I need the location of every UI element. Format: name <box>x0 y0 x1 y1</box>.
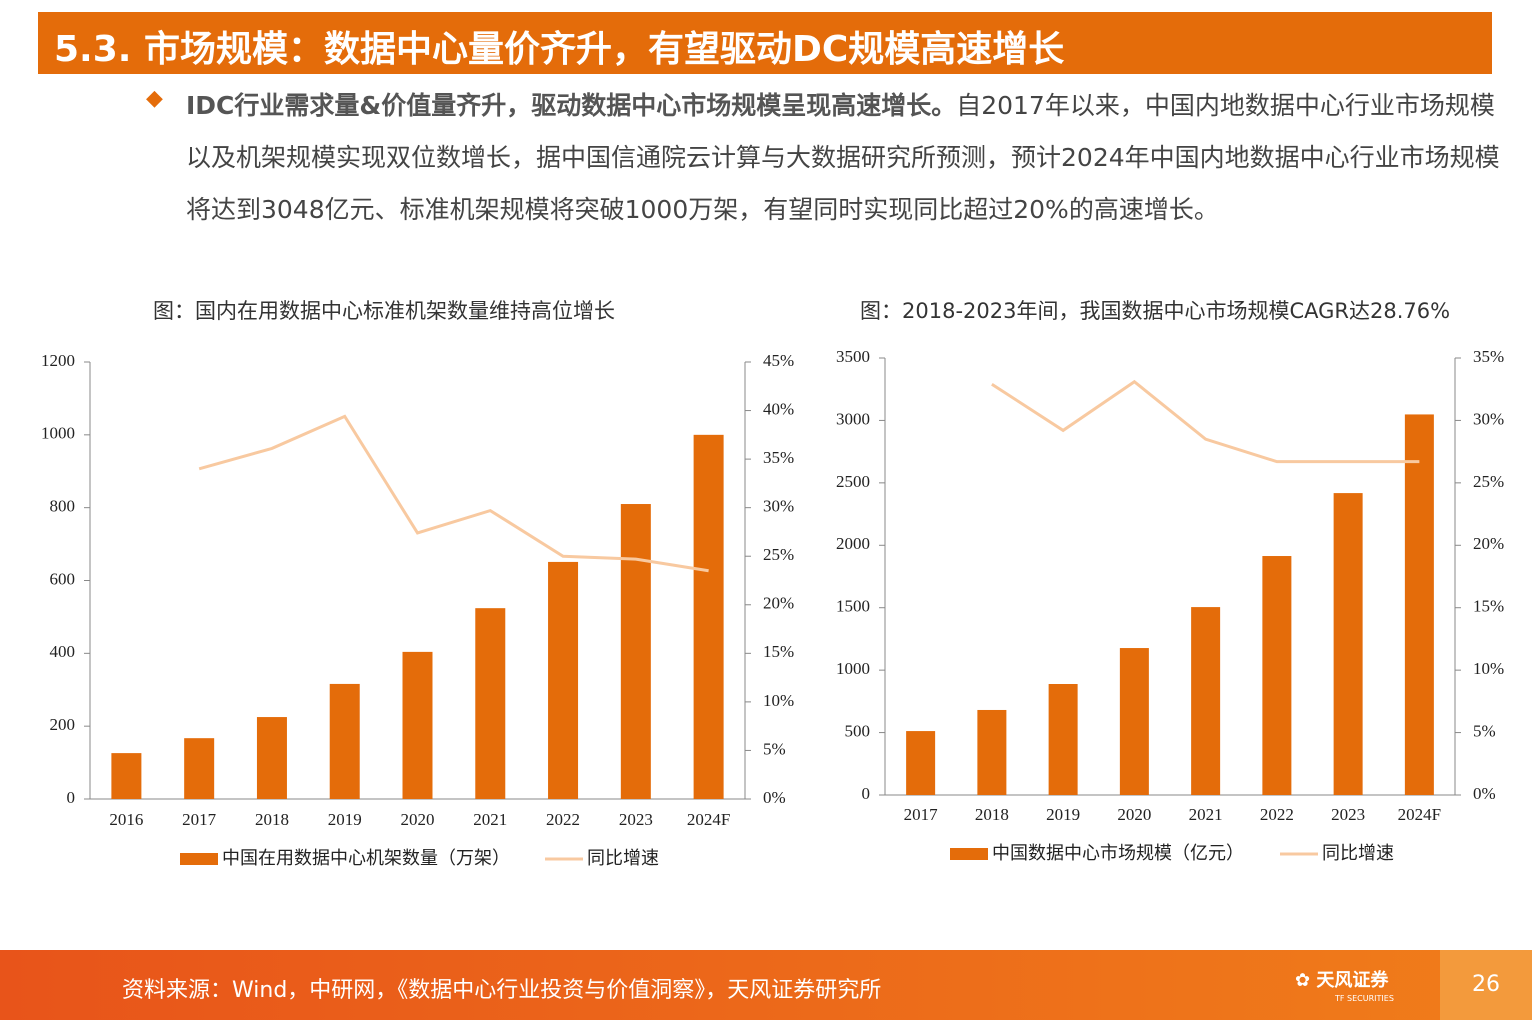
y2-tick-label: 40% <box>763 399 794 418</box>
y2-tick-label: 5% <box>1473 721 1496 740</box>
x-tick-label: 2023 <box>619 810 653 829</box>
y-tick-label: 3500 <box>836 347 870 366</box>
y-tick-label: 400 <box>50 642 76 661</box>
y-tick-label: 1200 <box>41 351 75 370</box>
y2-tick-label: 10% <box>763 691 794 710</box>
y-tick-label: 2000 <box>836 534 870 553</box>
bar <box>1119 648 1149 795</box>
y2-tick-label: 45% <box>763 351 794 370</box>
x-tick-label: 2024F <box>687 810 730 829</box>
y2-tick-label: 5% <box>763 739 786 758</box>
x-tick-label: 2021 <box>1189 805 1223 824</box>
y2-tick-label: 30% <box>1473 409 1504 428</box>
chart-caption: 图：2018-2023年间，我国数据中心市场规模CAGR达28.76% <box>860 299 1451 323</box>
y2-tick-label: 25% <box>1473 472 1504 491</box>
legend-label: 同比增速 <box>1322 843 1394 864</box>
x-tick-label: 2021 <box>473 810 507 829</box>
y-tick-label: 0 <box>67 788 76 807</box>
y2-tick-label: 20% <box>763 594 794 613</box>
y-tick-label: 600 <box>50 569 76 588</box>
x-tick-label: 2020 <box>401 810 435 829</box>
x-tick-label: 2018 <box>255 810 289 829</box>
bullet-icon: ◆ <box>146 86 163 111</box>
y2-tick-label: 15% <box>763 642 794 661</box>
page-number: 26 <box>1472 972 1500 997</box>
legend-swatch <box>180 853 218 865</box>
y2-tick-label: 15% <box>1473 597 1504 616</box>
page-box <box>1440 950 1532 1020</box>
x-tick-label: 2016 <box>109 810 143 829</box>
bar <box>475 608 506 799</box>
logo-text: 天风证券 <box>1316 970 1389 991</box>
title-bar: 5.3. 市场规模：数据中心量价齐升，有望驱动DC规模高速增长 <box>38 12 1492 74</box>
bar <box>184 738 215 799</box>
x-tick-label: 2020 <box>1117 805 1151 824</box>
bar <box>329 683 360 799</box>
bar <box>1048 684 1078 795</box>
x-tick-label: 2024F <box>1398 805 1441 824</box>
bar <box>620 504 651 799</box>
y2-tick-label: 20% <box>1473 534 1504 553</box>
logo-sub: TF SECURITIES <box>1335 994 1394 1003</box>
y-tick-label: 0 <box>862 784 871 803</box>
bar <box>548 561 579 799</box>
y2-tick-label: 35% <box>763 448 794 467</box>
y2-tick-label: 25% <box>763 545 794 564</box>
legend-swatch <box>950 848 988 860</box>
x-tick-label: 2023 <box>1331 805 1365 824</box>
bar <box>693 434 724 799</box>
bar <box>1333 493 1363 795</box>
bar <box>1404 414 1434 795</box>
bullet-bold: IDC行业需求量&价值量齐升，驱动数据中心市场规模呈现高速增长。 <box>186 91 957 120</box>
line <box>198 414 709 573</box>
bullet-text: IDC行业需求量&价值量齐升，驱动数据中心市场规模呈现高速增长。自2017年以来… <box>186 80 1506 236</box>
y-tick-label: 500 <box>845 721 871 740</box>
x-tick-label: 2019 <box>1046 805 1080 824</box>
x-tick-label: 2018 <box>975 805 1009 824</box>
y2-tick-label: 35% <box>1473 347 1504 366</box>
x-tick-label: 2017 <box>182 810 217 829</box>
bar <box>402 651 433 799</box>
y-tick-label: 3000 <box>836 409 870 428</box>
title: 5.3. 市场规模：数据中心量价齐升，有望驱动DC规模高速增长 <box>54 29 1065 70</box>
y2-tick-label: 30% <box>763 497 794 516</box>
footer: 资料来源：Wind，中研网，《数据中心行业投资与价值洞察》，天风证券研究所 ✿ … <box>0 950 1532 1020</box>
bar <box>256 717 287 799</box>
logo: ✿ 天风证券 <box>1295 970 1389 991</box>
bullet-body: 自2017年以来，中国内地数据中心行业市场规模以及机架规模实现双位数增长，据中国… <box>186 91 1500 224</box>
bar <box>1191 607 1221 795</box>
y-tick-label: 1000 <box>41 424 75 443</box>
bar <box>906 731 936 795</box>
y2-tick-label: 0% <box>1473 784 1496 803</box>
legend-label: 中国在用数据中心机架数量（万架） <box>222 848 510 869</box>
x-tick-label: 2019 <box>328 810 362 829</box>
y2-tick-label: 0% <box>763 788 786 807</box>
y-tick-label: 1500 <box>836 597 870 616</box>
bar <box>977 709 1007 795</box>
line <box>991 379 1420 464</box>
y-tick-label: 200 <box>50 715 76 734</box>
x-tick-label: 2017 <box>904 805 939 824</box>
bar <box>1262 556 1292 795</box>
source: 资料来源：Wind，中研网，《数据中心行业投资与价值洞察》，天风证券研究所 <box>122 978 882 1003</box>
chart-caption: 图：国内在用数据中心标准机架数量维持高位增长 <box>153 299 615 323</box>
y-tick-label: 1000 <box>836 659 870 678</box>
legend-label: 中国数据中心市场规模（亿元） <box>992 843 1244 864</box>
legend-label: 同比增速 <box>587 848 659 869</box>
y-tick-label: 2500 <box>836 472 870 491</box>
x-tick-label: 2022 <box>546 810 580 829</box>
y2-tick-label: 10% <box>1473 659 1504 678</box>
bar <box>111 753 142 799</box>
y-tick-label: 800 <box>50 497 76 516</box>
x-tick-label: 2022 <box>1260 805 1294 824</box>
